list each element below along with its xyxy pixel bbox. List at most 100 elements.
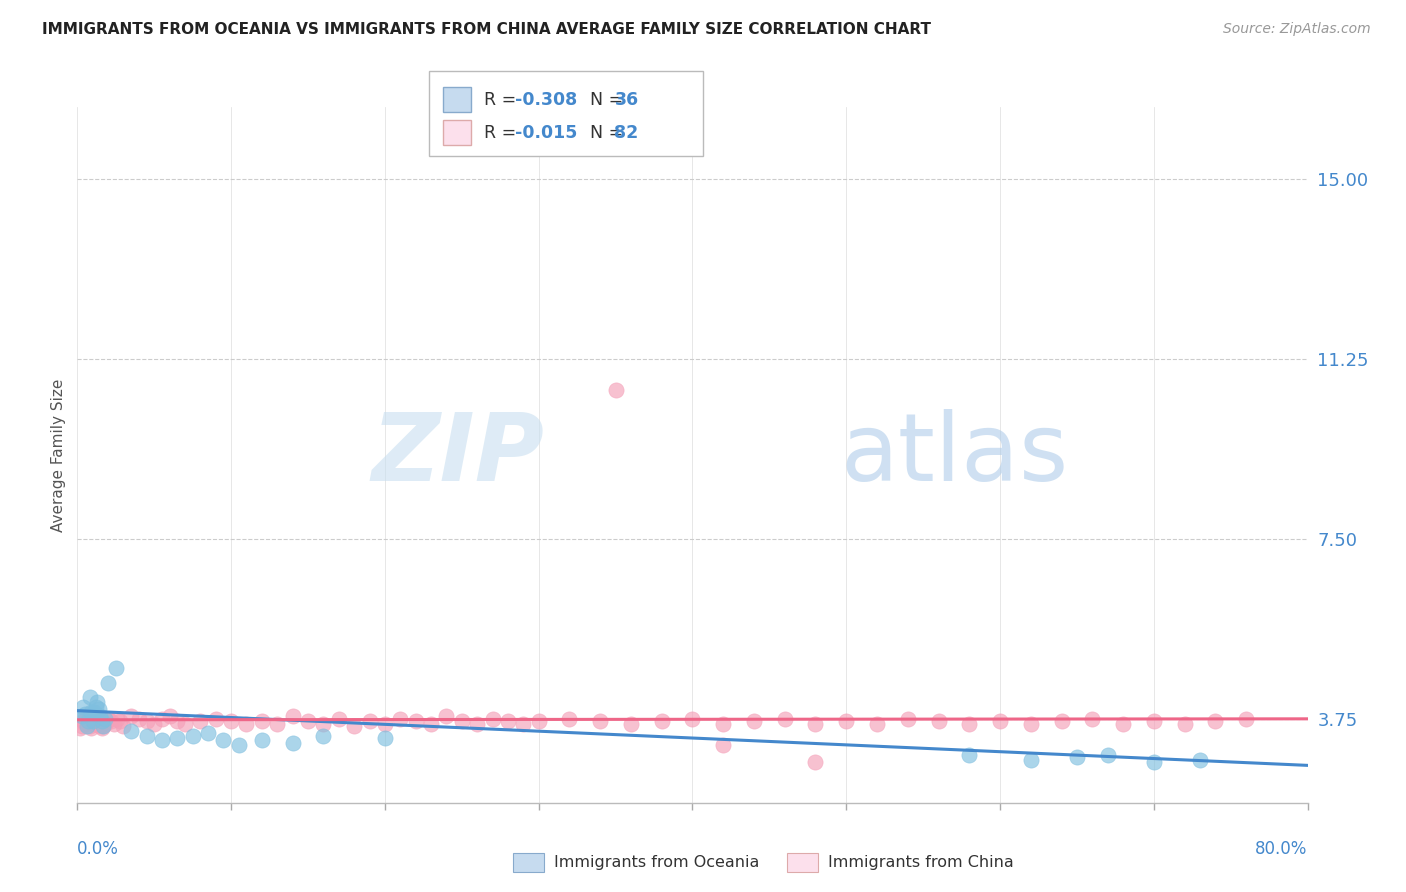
Point: [89, 709, 111, 723]
Point: [79, 690, 101, 705]
Point: [143, 716, 166, 731]
Point: [1112, 716, 1135, 731]
Point: [250, 733, 273, 747]
Point: [866, 716, 889, 731]
Point: [957, 747, 980, 762]
Point: [72, 699, 94, 714]
Point: [110, 714, 132, 729]
Text: N =: N =: [579, 91, 628, 109]
Point: [80, 722, 103, 736]
Point: [204, 712, 226, 726]
Point: [527, 714, 550, 729]
Point: [312, 716, 335, 731]
Text: -0.015: -0.015: [515, 124, 576, 142]
Text: R =: R =: [484, 91, 522, 109]
Point: [465, 716, 488, 731]
Point: [420, 716, 443, 731]
Point: [1019, 716, 1042, 731]
Point: [86, 695, 108, 709]
Point: [70, 719, 93, 733]
Y-axis label: Average Family Size: Average Family Size: [51, 378, 66, 532]
Point: [82, 714, 104, 729]
Point: [80, 705, 103, 719]
Point: [77, 714, 100, 729]
Point: [374, 731, 396, 745]
Point: [711, 716, 734, 731]
Text: Immigrants from China: Immigrants from China: [828, 855, 1014, 870]
Point: [188, 714, 212, 729]
Point: [135, 714, 157, 729]
Point: [312, 729, 335, 743]
Point: [73, 716, 96, 731]
Point: [104, 661, 127, 675]
Point: [589, 714, 612, 729]
Point: [804, 716, 827, 731]
Point: [103, 716, 125, 731]
Point: [96, 714, 118, 729]
Point: [120, 723, 142, 738]
Point: [1143, 714, 1166, 729]
Point: [84, 699, 107, 714]
Point: [83, 716, 105, 731]
Point: [84, 714, 107, 729]
Point: [1066, 750, 1088, 764]
Point: [374, 716, 396, 731]
Point: [512, 716, 534, 731]
Point: [97, 712, 120, 726]
Point: [93, 719, 115, 733]
Point: [90, 714, 114, 729]
Point: [359, 714, 381, 729]
Point: [97, 676, 120, 690]
Point: [89, 719, 111, 733]
Point: [135, 729, 157, 743]
Point: [450, 714, 472, 729]
Point: [1188, 753, 1211, 767]
Point: [212, 733, 235, 747]
Point: [128, 712, 150, 726]
Point: [1174, 716, 1197, 731]
Text: Source: ZipAtlas.com: Source: ZipAtlas.com: [1223, 22, 1371, 37]
Point: [328, 712, 350, 726]
Point: [957, 716, 980, 731]
Point: [150, 733, 173, 747]
Point: [620, 716, 643, 731]
Point: [1204, 714, 1226, 729]
Point: [69, 722, 91, 736]
Point: [73, 706, 96, 721]
Point: [496, 714, 519, 729]
Point: [100, 714, 122, 729]
Point: [150, 712, 173, 726]
Point: [558, 712, 581, 726]
Point: [804, 755, 827, 769]
Point: [250, 714, 273, 729]
Point: [1143, 755, 1166, 769]
Point: [166, 731, 188, 745]
Point: [76, 709, 98, 723]
Point: [219, 714, 242, 729]
Point: [82, 714, 104, 729]
Point: [481, 712, 503, 726]
Point: [87, 702, 110, 716]
Point: [83, 705, 105, 719]
Point: [159, 709, 181, 723]
Point: [86, 712, 108, 726]
Point: [1081, 712, 1104, 726]
Point: [1234, 712, 1257, 726]
Point: [90, 722, 114, 736]
Point: [77, 712, 100, 726]
Point: [405, 714, 427, 729]
Text: 82: 82: [614, 124, 638, 142]
Point: [87, 709, 110, 723]
Point: [174, 716, 197, 731]
Point: [120, 709, 142, 723]
Point: [266, 716, 288, 731]
Point: [1097, 747, 1119, 762]
Point: [197, 726, 219, 740]
Point: [235, 716, 257, 731]
Point: [682, 712, 704, 726]
Point: [228, 738, 250, 752]
Point: [605, 383, 627, 397]
Point: [105, 712, 128, 726]
Point: [773, 712, 796, 726]
Text: atlas: atlas: [841, 409, 1069, 501]
